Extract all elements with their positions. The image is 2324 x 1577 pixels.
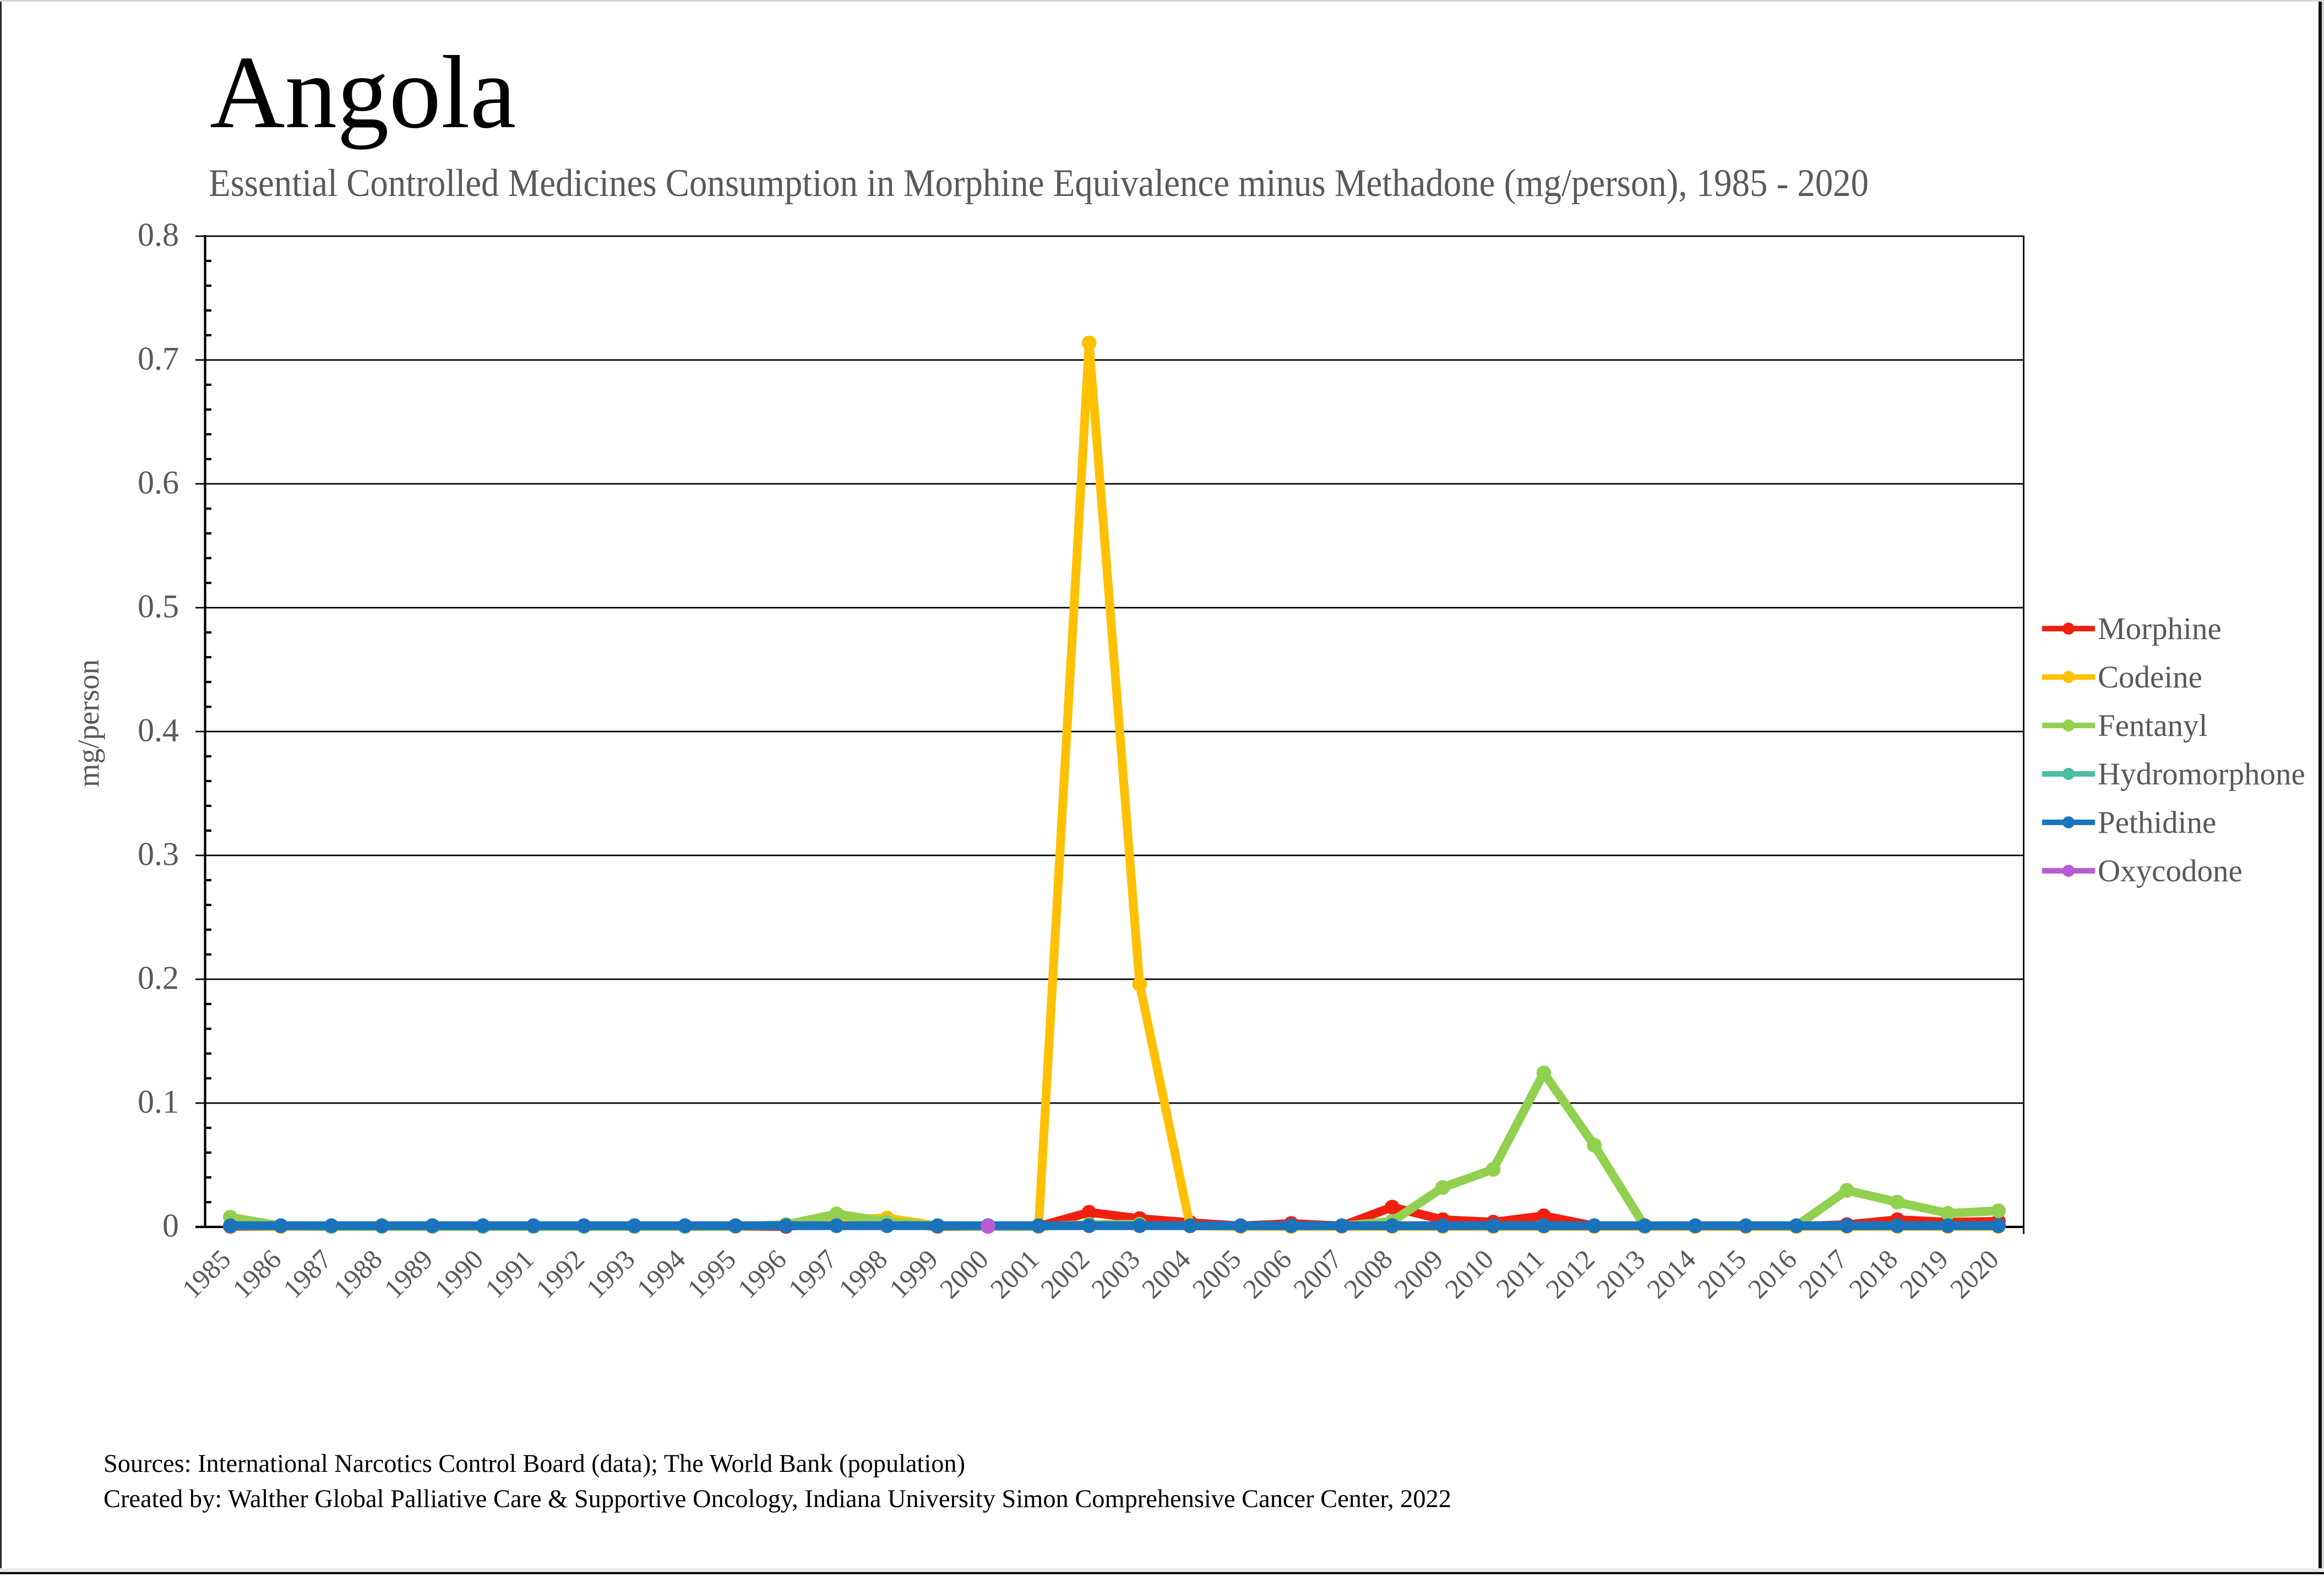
svg-text:0.5: 0.5 <box>138 588 179 625</box>
svg-text:0.4: 0.4 <box>138 712 179 749</box>
svg-text:Created by: Walther Global Pal: Created by: Walther Global Palliative Ca… <box>104 1485 1451 1513</box>
svg-text:0.8: 0.8 <box>138 217 179 253</box>
svg-text:Sources: International Narcoti: Sources: International Narcotics Control… <box>104 1449 965 1478</box>
svg-text:Fentanyl: Fentanyl <box>2098 708 2207 743</box>
svg-text:mg/person: mg/person <box>72 659 105 787</box>
svg-text:0.3: 0.3 <box>138 836 179 872</box>
svg-text:Angola: Angola <box>210 35 516 150</box>
svg-text:Hydromorphone: Hydromorphone <box>2098 757 2305 792</box>
svg-text:0.7: 0.7 <box>138 341 179 377</box>
svg-text:Morphine: Morphine <box>2098 612 2222 646</box>
svg-text:Codeine: Codeine <box>2098 660 2202 695</box>
svg-text:0.2: 0.2 <box>138 960 179 996</box>
svg-text:0: 0 <box>162 1208 179 1244</box>
svg-text:0.6: 0.6 <box>138 465 179 501</box>
svg-text:0.1: 0.1 <box>138 1084 179 1120</box>
svg-text:Pethidine: Pethidine <box>2098 805 2216 840</box>
svg-text:Oxycodone: Oxycodone <box>2098 854 2243 888</box>
svg-text:Essential Controlled Medicines: Essential Controlled Medicines Consumpti… <box>209 162 1869 205</box>
